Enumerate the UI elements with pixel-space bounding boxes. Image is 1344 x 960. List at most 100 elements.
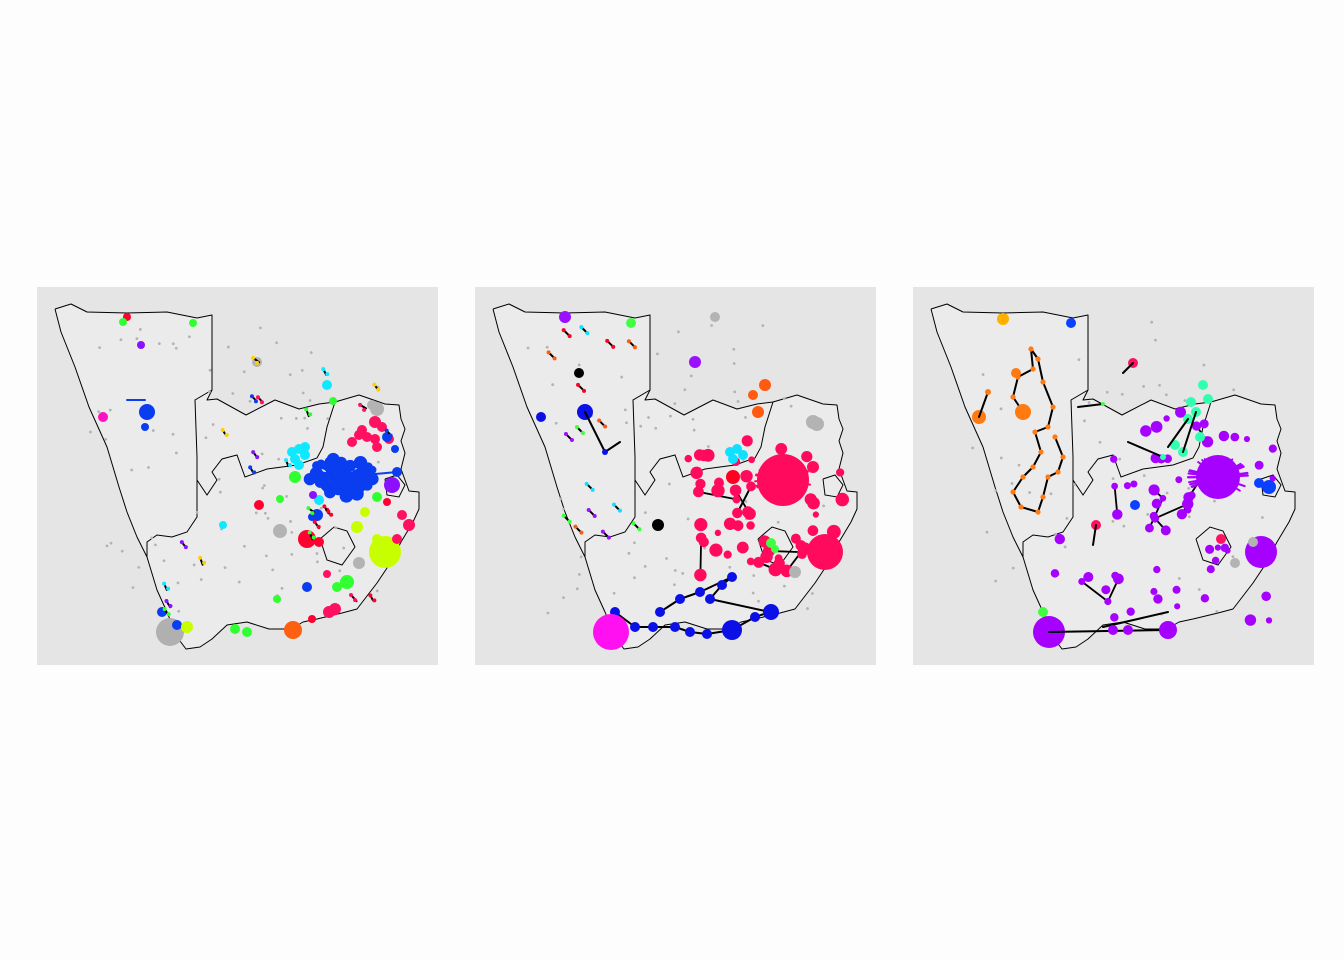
node [1203,394,1213,404]
unclustered-node [1202,363,1206,367]
unclustered-node [1017,463,1021,467]
cluster-node [1101,585,1111,595]
unclustered-node [526,346,530,350]
cluster-node [742,506,754,518]
unclustered-node [782,397,786,401]
unclustered-node [673,569,677,572]
cluster-node [1123,482,1131,490]
unclustered-node [806,607,809,610]
node [748,390,758,400]
big-node [807,534,843,570]
border-line [632,315,774,496]
node [311,535,316,540]
node [384,428,389,433]
node [626,339,631,344]
node [722,620,742,640]
cluster-node [1032,429,1038,435]
node [582,388,587,393]
cluster-node [1035,356,1041,362]
node [584,481,589,486]
cluster-node [711,483,725,498]
unclustered-node [1213,499,1216,503]
node [1123,625,1133,635]
unclustered-node [285,494,289,498]
cluster-node [732,520,744,531]
node [372,442,382,452]
unclustered-node [218,490,222,494]
unclustered-node [1111,519,1115,523]
map-canvas-2 [492,303,858,650]
unclustered-node [120,549,124,553]
unclustered-node [728,565,732,569]
edge [1102,611,1169,628]
node [307,530,312,535]
lesotho-outline [1195,526,1232,566]
cluster-node [1243,435,1251,443]
cluster-node [1045,424,1051,430]
cluster-node [1159,494,1167,502]
unclustered-node [223,566,227,570]
cluster-node [750,612,760,622]
node [351,521,363,533]
unclustered-node [1122,524,1126,528]
unclustered-node [822,504,826,508]
cluster-node [1145,523,1154,533]
node [139,404,155,420]
node [605,338,610,343]
cluster-node [1050,569,1060,578]
cluster-node [1078,578,1086,585]
node [574,425,579,430]
unclustered-node [994,579,998,583]
unclustered-node [1232,388,1236,392]
node [561,328,566,333]
unclustered-node [104,437,108,441]
unclustered-node [1028,491,1032,494]
unclustered-node [703,546,707,550]
cluster-node [1110,455,1118,463]
node [357,425,367,435]
cluster-node [727,572,737,582]
node [1216,534,1226,544]
unclustered-node [258,326,262,330]
unclustered-node [334,526,338,530]
node [119,318,127,326]
unclustered-node [1072,483,1076,486]
edge [1030,348,1034,370]
cluster-node [717,580,727,590]
cluster-node [363,462,373,472]
node [631,521,636,526]
unclustered-node [1142,385,1145,388]
node [403,519,415,531]
node [561,513,566,518]
lesotho-outline [319,526,356,566]
unclustered-node [151,429,155,432]
unclustered-node [1215,610,1219,613]
unclustered-node [217,477,221,481]
node [1186,397,1196,407]
unclustered-node [1197,588,1201,591]
unclustered-node [1065,517,1069,520]
node [388,433,393,438]
edge [584,411,606,453]
unclustered-node [319,506,323,510]
unclustered-node [137,566,141,569]
cluster-node [648,622,658,632]
node [383,498,391,506]
node [358,402,363,407]
cluster-node [1020,474,1026,480]
unclustered-node [1120,392,1124,396]
cluster-node [801,450,813,463]
cluster-node [1268,444,1277,453]
node [1101,402,1105,406]
cluster-node [740,469,753,483]
node [1248,537,1258,547]
unclustered-node [999,407,1003,411]
cluster-node [353,484,362,494]
node [789,566,801,578]
unclustered-node [171,432,175,436]
node [1011,368,1021,378]
edge [1034,431,1042,453]
edge [1054,436,1064,458]
unclustered-node [1077,358,1081,361]
unclustered-node [620,375,624,379]
